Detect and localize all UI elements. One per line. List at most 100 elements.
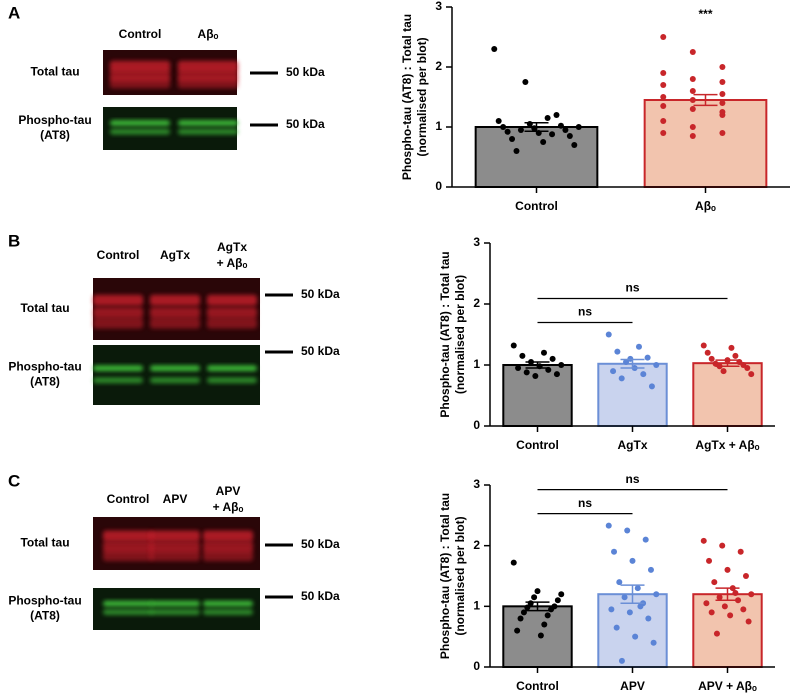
blot-band (149, 307, 201, 319)
data-point (549, 355, 556, 362)
data-point (660, 130, 667, 136)
significance-label: ns (578, 496, 592, 510)
y-tick-label: 3 (473, 477, 480, 491)
data-point (637, 603, 644, 610)
blot-band (149, 550, 201, 562)
data-point (653, 591, 660, 598)
blot-band (177, 77, 239, 89)
data-point (660, 70, 667, 76)
row-label: Total tau (20, 536, 69, 550)
data-point (557, 122, 564, 129)
lane-label: Control (107, 492, 150, 506)
bar (597, 362, 668, 427)
significance-label: *** (698, 7, 712, 21)
marker-label: 50 kDa (301, 589, 340, 603)
bar (502, 605, 573, 668)
lane-label: APV (163, 492, 188, 506)
lane-label: + Aβₒ (217, 256, 248, 270)
data-point (660, 34, 667, 40)
lane-label: Control (97, 248, 140, 262)
data-point (724, 566, 731, 573)
data-point (562, 127, 569, 133)
data-point (748, 591, 755, 598)
blot-band (102, 600, 154, 607)
blot-band (92, 294, 144, 306)
data-point (554, 597, 561, 604)
data-point (544, 612, 551, 619)
data-point (748, 371, 755, 378)
blot-band (102, 609, 154, 616)
blot-band (102, 541, 154, 553)
data-point (618, 657, 625, 664)
data-point (553, 371, 560, 378)
data-point (719, 79, 726, 85)
data-point (642, 536, 649, 543)
blot-band (206, 317, 258, 329)
data-point (648, 383, 655, 390)
y-axis-label: Phospho-tau (AT8) : Total tau (438, 251, 452, 417)
data-point (742, 573, 749, 579)
data-point (737, 548, 744, 555)
data-point (635, 343, 642, 350)
blot-image (93, 588, 260, 630)
data-point (614, 348, 621, 355)
data-point (510, 342, 517, 349)
blot-band (109, 128, 171, 135)
data-point (721, 603, 728, 610)
blot-band (202, 609, 254, 616)
blot-band (202, 550, 254, 562)
x-tick-label: Control (515, 199, 558, 213)
data-point (540, 349, 547, 356)
data-point (732, 589, 739, 596)
y-tick-label: 1 (473, 357, 480, 371)
bar (643, 99, 768, 188)
data-point (495, 118, 502, 124)
data-point (532, 372, 539, 379)
data-point (541, 621, 548, 628)
blot-band (109, 120, 171, 127)
data-point (605, 522, 612, 529)
data-point (566, 133, 573, 139)
x-tick-label: Control (516, 438, 559, 452)
marker-label: 50 kDa (301, 344, 340, 358)
data-point (632, 633, 639, 640)
data-point (519, 352, 526, 359)
data-point (491, 46, 498, 52)
blot-band (149, 600, 201, 607)
blot-band (202, 530, 254, 542)
data-point (653, 362, 660, 368)
data-point (611, 548, 618, 555)
data-point (629, 557, 636, 564)
data-point (719, 109, 726, 115)
lane-label: AgTx (217, 240, 247, 254)
row-label: Total tau (20, 301, 69, 315)
data-point (689, 97, 696, 103)
y-axis-label: Phospho-tau (AT8) : Total tau (400, 14, 414, 180)
row-label: (AT8) (30, 609, 60, 623)
y-axis-label: (normalised per blot) (453, 275, 467, 394)
y-tick-label: 3 (473, 235, 480, 249)
data-point (526, 121, 533, 127)
data-point (719, 91, 726, 97)
data-point (645, 615, 652, 622)
y-tick-label: 1 (473, 599, 480, 613)
blot-band (177, 120, 239, 127)
data-point (660, 94, 667, 100)
y-tick-label: 2 (435, 59, 442, 73)
data-point (711, 579, 718, 586)
row-label: Total tau (30, 65, 79, 79)
blot-band (102, 550, 154, 562)
blot-band (177, 60, 239, 72)
blot-band (206, 294, 258, 306)
data-point (531, 594, 538, 601)
data-point (689, 49, 696, 55)
data-point (613, 624, 620, 631)
data-point (728, 344, 735, 351)
blot-band (177, 128, 239, 135)
blot-band (102, 530, 154, 542)
data-point (703, 600, 710, 607)
data-point (647, 566, 654, 573)
data-point (571, 142, 578, 148)
blot-band (206, 307, 258, 319)
blot-band (206, 377, 258, 384)
